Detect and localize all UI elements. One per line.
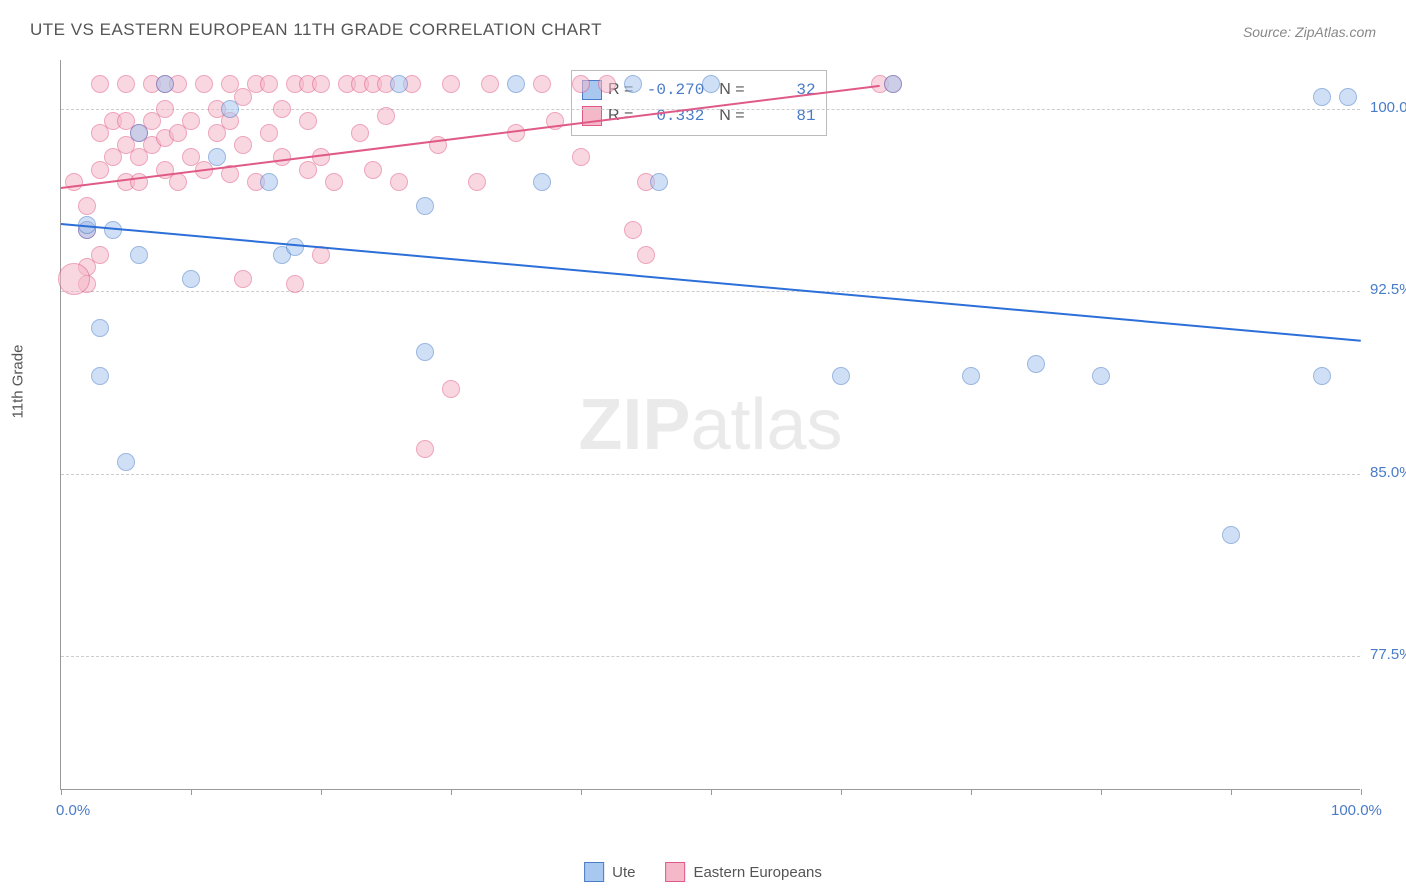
ute-point [650, 173, 668, 191]
ee-point [468, 173, 486, 191]
ee-point [299, 112, 317, 130]
ute-point [1222, 526, 1240, 544]
ee-point [234, 270, 252, 288]
ute-point [130, 246, 148, 264]
source-attribution: Source: ZipAtlas.com [1243, 24, 1376, 40]
ee-point [169, 173, 187, 191]
ee-point [117, 75, 135, 93]
ute-point [416, 197, 434, 215]
trend-line-ute [61, 223, 1361, 342]
x-tick [971, 789, 972, 795]
ee-point [273, 100, 291, 118]
ute-point [702, 75, 720, 93]
ute-point [507, 75, 525, 93]
grid-line [61, 474, 1360, 475]
grid-line [61, 656, 1360, 657]
x-tick-label: 100.0% [1331, 802, 1382, 819]
legend-item-ute: Ute [584, 862, 635, 882]
ee-point [234, 136, 252, 154]
x-tick [841, 789, 842, 795]
ute-point [260, 173, 278, 191]
ute-point [91, 319, 109, 337]
ute-point [416, 343, 434, 361]
ee-point [351, 124, 369, 142]
x-tick-label: 0.0% [56, 802, 90, 819]
ee-legend-swatch [665, 862, 685, 882]
ute-point [156, 75, 174, 93]
x-tick [321, 789, 322, 795]
bottom-legend: Ute Eastern Europeans [584, 862, 822, 882]
chart-title: UTE VS EASTERN EUROPEAN 11TH GRADE CORRE… [30, 20, 602, 40]
ute-point [182, 270, 200, 288]
ute-point [208, 148, 226, 166]
ute-point [1027, 355, 1045, 373]
ee-point [91, 246, 109, 264]
y-tick-label: 92.5% [1370, 281, 1406, 298]
x-tick [711, 789, 712, 795]
x-tick [1361, 789, 1362, 795]
grid-line [61, 291, 1360, 292]
ee-point [260, 75, 278, 93]
x-tick [581, 789, 582, 795]
ute-point [962, 367, 980, 385]
x-tick [1231, 789, 1232, 795]
ee-point [442, 380, 460, 398]
plot-area: ZIPatlas R = -0.270 N = 32 R = 0.332 N =… [60, 60, 1360, 790]
ee-point [598, 75, 616, 93]
ee-point [364, 161, 382, 179]
grid-line [61, 109, 1360, 110]
ee-point [416, 440, 434, 458]
ute-legend-swatch [584, 862, 604, 882]
ute-r-value: -0.270 [639, 81, 704, 99]
ee-point [195, 75, 213, 93]
ee-point [182, 112, 200, 130]
ute-point [221, 100, 239, 118]
ee-point [260, 124, 278, 142]
ee-point [156, 100, 174, 118]
legend-item-ee: Eastern Europeans [665, 862, 821, 882]
ute-point [91, 367, 109, 385]
ute-point [533, 173, 551, 191]
ee-point [390, 173, 408, 191]
ute-point [117, 453, 135, 471]
y-tick-label: 100.0% [1370, 99, 1406, 116]
ee-point [442, 75, 460, 93]
ute-point [624, 75, 642, 93]
x-tick [1101, 789, 1102, 795]
ee-point [624, 221, 642, 239]
y-axis-label: 11th Grade [10, 345, 27, 419]
ee-point [481, 75, 499, 93]
ute-point [1339, 88, 1357, 106]
ute-point [390, 75, 408, 93]
ute-point [286, 238, 304, 256]
ee-point [312, 75, 330, 93]
ee-n-value: 81 [751, 107, 816, 125]
ee-point [286, 275, 304, 293]
ute-legend-label: Ute [612, 864, 635, 881]
ee-legend-label: Eastern Europeans [693, 864, 821, 881]
y-tick-label: 85.0% [1370, 464, 1406, 481]
ee-point [130, 173, 148, 191]
ee-point [533, 75, 551, 93]
x-tick [191, 789, 192, 795]
ee-point [78, 197, 96, 215]
ute-point [1092, 367, 1110, 385]
ee-point [325, 173, 343, 191]
ee-point-large [58, 263, 90, 295]
ee-point [637, 246, 655, 264]
ute-point [1313, 367, 1331, 385]
ee-point [377, 107, 395, 125]
y-tick-label: 77.5% [1370, 646, 1406, 663]
x-tick [451, 789, 452, 795]
ee-point [91, 75, 109, 93]
ute-point [1313, 88, 1331, 106]
ute-point [130, 124, 148, 142]
ee-point [572, 75, 590, 93]
ee-point [273, 148, 291, 166]
ute-point [884, 75, 902, 93]
watermark: ZIPatlas [578, 384, 842, 466]
x-tick [61, 789, 62, 795]
ute-point [832, 367, 850, 385]
ee-point [572, 148, 590, 166]
